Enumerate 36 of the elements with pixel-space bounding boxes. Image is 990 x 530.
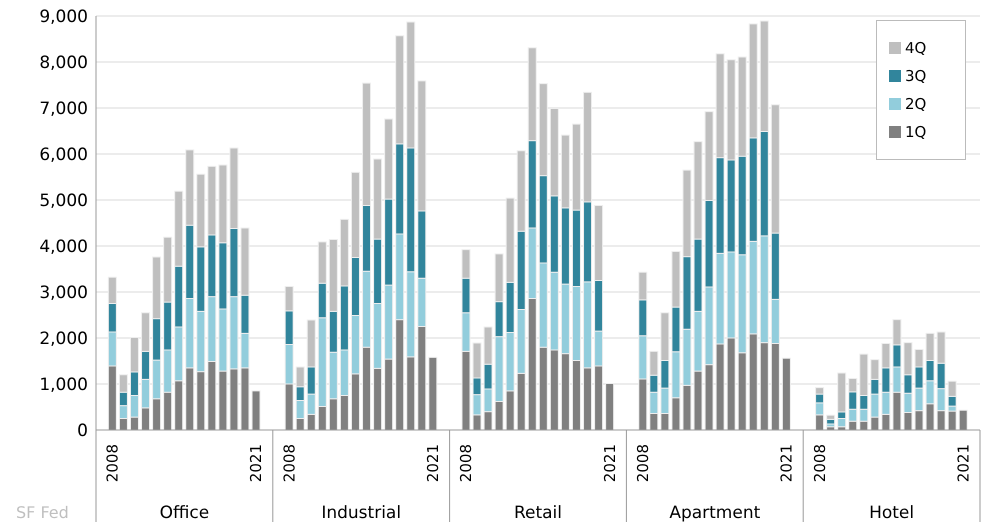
x-tick-label: 2008 <box>280 444 298 482</box>
legend-label: 4Q <box>905 39 926 57</box>
bar <box>428 356 438 430</box>
y-tick-label: 0 <box>77 421 88 442</box>
y-tick-label: 7,000 <box>39 99 88 120</box>
x-tick-label: 2008 <box>810 444 829 482</box>
bar <box>782 358 791 430</box>
text: Office <box>160 503 210 523</box>
bar <box>948 410 957 430</box>
text: Apartment <box>669 503 761 523</box>
y-tick-label: 8,000 <box>39 53 88 74</box>
text: Hotel <box>869 503 914 523</box>
text: SF Fed <box>16 503 69 522</box>
x-tick-label: 2021 <box>247 444 266 482</box>
bar <box>252 390 261 430</box>
y-tick-label: 5,000 <box>39 191 88 212</box>
y-tick-label: 2,000 <box>39 329 88 350</box>
x-tick-label: 2021 <box>778 444 796 482</box>
bar <box>958 410 968 430</box>
legend-label: 2Q <box>905 95 926 113</box>
x-tick-label: 2008 <box>104 444 122 482</box>
text: Industrial <box>321 503 402 523</box>
y-tick-label: 4,000 <box>39 237 88 258</box>
bar <box>605 383 614 430</box>
x-tick-label: 2008 <box>457 444 476 482</box>
y-tick-label: 3,000 <box>39 283 88 304</box>
x-tick-label: 2021 <box>600 444 619 482</box>
x-tick-label: 2021 <box>424 444 442 482</box>
x-tick-label: 2008 <box>634 444 652 482</box>
y-tick-label: 1,000 <box>39 375 88 396</box>
x-tick-label: 2021 <box>954 444 972 482</box>
legend-label: 1Q <box>905 123 926 141</box>
y-tick-label: 6,000 <box>39 145 88 166</box>
text: Retail <box>514 503 562 523</box>
legend-label: 3Q <box>905 67 926 85</box>
y-tick-label: 9,000 <box>39 7 88 28</box>
